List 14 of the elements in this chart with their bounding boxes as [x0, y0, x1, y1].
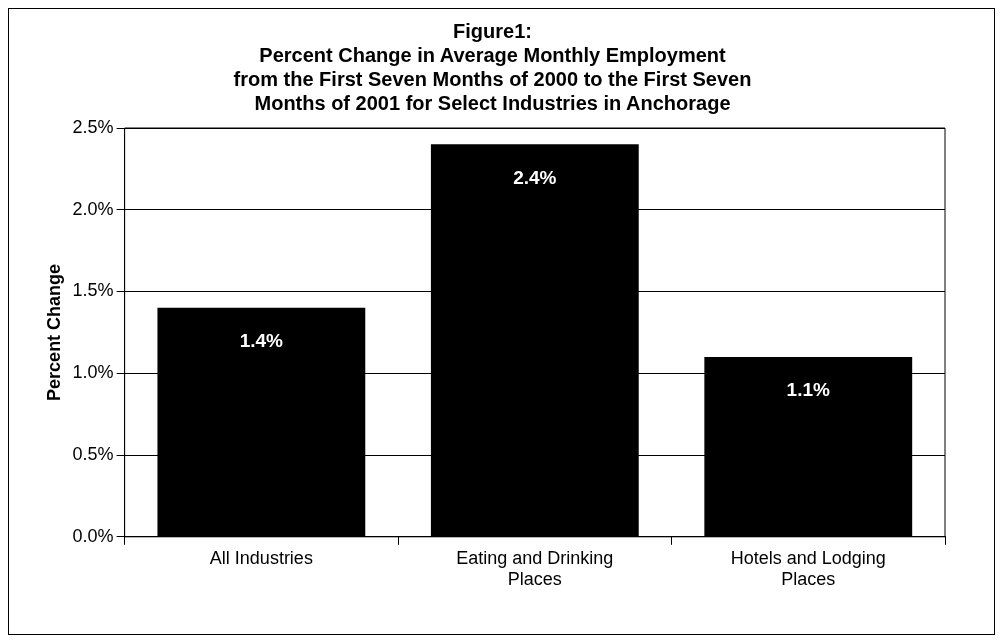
x-tick-label: All Industries: [209, 547, 313, 568]
data-label: 2.4%: [513, 166, 557, 188]
data-label: 1.4%: [239, 330, 284, 352]
y-tick-label: 0.0%: [72, 525, 114, 546]
y-axis-title: Percent Change: [43, 263, 64, 401]
y-tick-label: 1.5%: [72, 280, 114, 301]
x-tick-label: Eating and Drinking Places: [456, 547, 614, 590]
y-tick-label: 0.5%: [72, 444, 114, 465]
x-tick-label: Hotels and Lodging Places: [730, 547, 886, 590]
data-label: 1.1%: [786, 379, 831, 401]
y-tick-label: 1.0%: [72, 362, 114, 383]
y-tick-label: 2.0%: [72, 198, 114, 219]
y-tick-label: 2.5%: [72, 116, 114, 137]
chart-title: Figure1: Percent Change in Average Monthly Employment from the First Seven Months of 2000 to the First Seven Months of 2001 for Select Industries in Anchorage: [233, 19, 752, 114]
